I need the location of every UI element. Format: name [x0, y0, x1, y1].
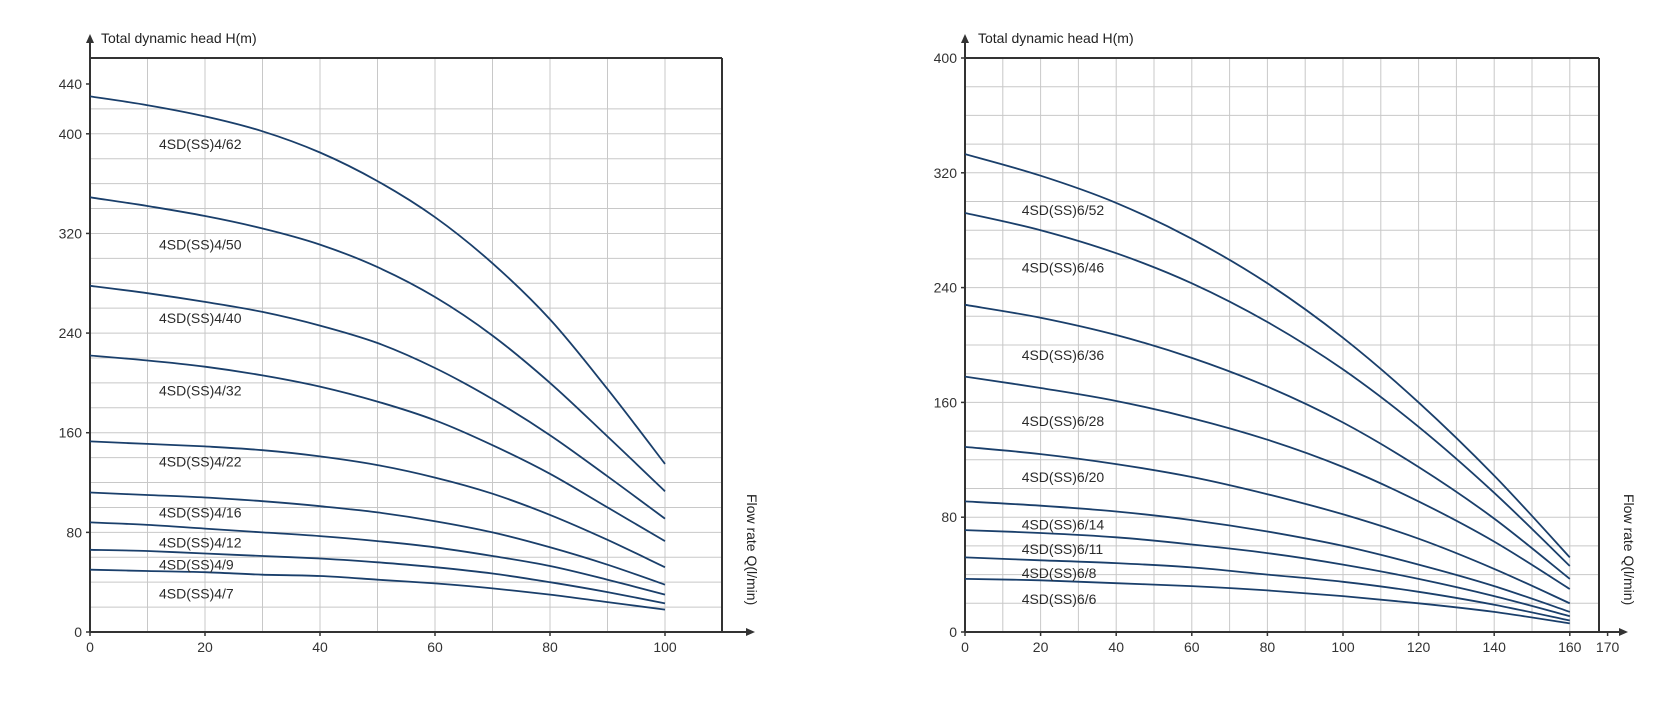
right-x-tick-label: 140 [1483, 639, 1507, 655]
right-chart-axes [961, 34, 1628, 636]
right-y-tick-label: 400 [934, 50, 958, 66]
right-curve-8 [965, 578, 1570, 625]
left-curve-1 [90, 196, 666, 492]
right-x-tick-label: 120 [1407, 639, 1431, 655]
right-chart-x-axis-title: Flow rate Q(l/min) [1621, 494, 1637, 605]
right-curve-3 [965, 375, 1571, 590]
left-curve-8 [90, 568, 666, 611]
left-curve-0 [90, 95, 666, 465]
left-curve-label: 4SD(SS)4/22 [159, 453, 242, 469]
right-x-tick-label: 170 [1596, 639, 1620, 655]
right-curve-4 [965, 446, 1571, 605]
left-curve-label: 4SD(SS)4/32 [159, 382, 242, 398]
right-curve-label: 4SD(SS)6/46 [1022, 260, 1105, 276]
right-y-tick-label: 160 [934, 394, 958, 410]
left-x-tick-label: 20 [197, 639, 213, 655]
right-curve-label: 4SD(SS)6/20 [1022, 469, 1105, 485]
left-x-axis-arrow [746, 628, 755, 636]
left-y-tick-label: 400 [59, 126, 83, 142]
left-y-tick-label: 80 [66, 524, 82, 540]
left-x-tick-label: 0 [86, 639, 94, 655]
right-chart-curve-labels: 4SD(SS)6/52 4SD(SS)6/46 4SD(SS)6/36 4SD(SS)… [1022, 202, 1105, 607]
left-curve-label: 4SD(SS)4/16 [159, 504, 242, 520]
left-y-tick-label: 160 [59, 425, 83, 441]
right-x-tick-label: 80 [1260, 639, 1276, 655]
right-chart-x-ticks: 0 20 40 60 80 100 120 140 160 170 [961, 632, 1619, 655]
left-curve-6 [90, 521, 666, 596]
right-curve-label: 4SD(SS)6/14 [1022, 516, 1105, 532]
right-x-tick-label: 0 [961, 639, 969, 655]
left-curve-label: 4SD(SS)4/40 [159, 310, 242, 326]
left-chart-curves [90, 95, 666, 611]
right-curve-label: 4SD(SS)6/11 [1022, 541, 1104, 557]
right-pump-curve-chart: 0 20 40 60 80 100 120 140 160 170 0 80 160 240 320 400… [934, 30, 1637, 655]
left-chart-curve-labels: 4SD(SS)4/62 4SD(SS)4/50 4SD(SS)4/40 4SD(SS)… [159, 136, 242, 602]
right-curve-5 [965, 500, 1571, 613]
left-curve-2 [90, 284, 666, 520]
left-chart-y-axis-title: Total dynamic head H(m) [101, 30, 257, 46]
right-chart-y-axis-title: Total dynamic head H(m) [978, 30, 1134, 46]
right-curve-label: 4SD(SS)6/36 [1022, 347, 1105, 363]
left-x-tick-label: 100 [653, 639, 677, 655]
left-pump-curve-chart: 0 20 40 60 80 100 0 80 160 240 320 400 440 4SD(SS)4… [59, 30, 760, 655]
right-curve-0 [965, 153, 1571, 559]
left-x-tick-label: 80 [542, 639, 558, 655]
right-x-axis-arrow [1619, 628, 1628, 636]
right-chart-curves [965, 153, 1571, 625]
left-curve-label: 4SD(SS)4/9 [159, 557, 234, 573]
left-curve-5 [90, 491, 666, 586]
right-chart-y-ticks: 0 80 160 240 320 400 [934, 50, 965, 640]
right-curve-label: 4SD(SS)6/28 [1022, 413, 1105, 429]
right-curve-label: 4SD(SS)6/52 [1022, 202, 1105, 218]
right-curve-2 [965, 303, 1571, 580]
right-curve-6 [965, 529, 1571, 618]
left-y-tick-label: 320 [59, 225, 83, 241]
right-y-tick-label: 80 [941, 509, 957, 525]
right-curve-1 [965, 212, 1571, 567]
left-chart-frame [90, 57, 723, 632]
left-chart-x-axis-title: Flow rate Q(l/min) [744, 494, 760, 605]
right-x-tick-label: 160 [1558, 639, 1582, 655]
left-chart-grid [90, 58, 722, 632]
left-y-tick-label: 0 [74, 624, 82, 640]
left-chart-x-ticks: 0 20 40 60 80 100 [86, 632, 677, 655]
left-curve-3 [90, 354, 666, 542]
left-x-tick-label: 60 [427, 639, 443, 655]
left-chart-axes [86, 34, 755, 636]
left-chart-y-ticks: 0 80 160 240 320 400 440 [59, 76, 90, 640]
right-x-tick-label: 60 [1184, 639, 1200, 655]
left-y-tick-label: 240 [59, 325, 83, 341]
right-y-tick-label: 240 [934, 280, 958, 296]
right-y-tick-label: 0 [949, 624, 957, 640]
left-y-tick-label: 440 [59, 76, 83, 92]
right-x-tick-label: 100 [1331, 639, 1355, 655]
left-curve-label: 4SD(SS)4/62 [159, 136, 242, 152]
left-y-axis-arrow [86, 34, 94, 43]
right-chart-frame [965, 57, 1600, 632]
right-curve-7 [965, 556, 1570, 622]
right-y-tick-label: 320 [934, 165, 958, 181]
left-curve-label: 4SD(SS)4/7 [159, 585, 234, 601]
right-x-tick-label: 40 [1108, 639, 1124, 655]
right-curve-label: 4SD(SS)6/6 [1022, 591, 1097, 607]
left-x-tick-label: 40 [312, 639, 328, 655]
right-x-tick-label: 20 [1033, 639, 1049, 655]
left-curve-label: 4SD(SS)4/12 [159, 534, 242, 550]
left-curve-4 [90, 440, 666, 569]
right-curve-label: 4SD(SS)6/8 [1022, 565, 1097, 581]
left-curve-label: 4SD(SS)4/50 [159, 237, 242, 253]
right-chart-grid [965, 58, 1599, 632]
right-y-axis-arrow [961, 34, 969, 43]
left-curve-7 [90, 548, 666, 605]
